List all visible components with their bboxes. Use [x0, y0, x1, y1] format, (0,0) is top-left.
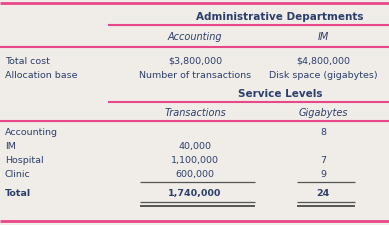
Text: IM: IM: [317, 32, 329, 42]
Text: $3,800,000: $3,800,000: [168, 56, 222, 65]
Text: Gigabytes: Gigabytes: [298, 108, 348, 117]
Text: 40,000: 40,000: [179, 142, 212, 151]
Text: Total: Total: [5, 189, 31, 198]
Text: 24: 24: [316, 189, 329, 198]
Text: 7: 7: [320, 156, 326, 165]
Text: Clinic: Clinic: [5, 170, 31, 179]
Text: IM: IM: [5, 142, 16, 151]
Text: Allocation base: Allocation base: [5, 71, 77, 80]
Text: 1,740,000: 1,740,000: [168, 189, 222, 198]
Text: Transactions: Transactions: [164, 108, 226, 117]
Text: 8: 8: [320, 128, 326, 137]
Text: Administrative Departments: Administrative Departments: [196, 12, 364, 22]
Text: Disk space (gigabytes): Disk space (gigabytes): [269, 71, 377, 80]
Text: 1,100,000: 1,100,000: [171, 156, 219, 165]
Text: 9: 9: [320, 170, 326, 179]
Text: Hospital: Hospital: [5, 156, 44, 165]
Text: Number of transactions: Number of transactions: [139, 71, 251, 80]
Text: Total cost: Total cost: [5, 56, 50, 65]
Text: Accounting: Accounting: [5, 128, 58, 137]
Text: 600,000: 600,000: [175, 170, 214, 179]
Text: Service Levels: Service Levels: [238, 89, 322, 99]
Text: $4,800,000: $4,800,000: [296, 56, 350, 65]
Text: Accounting: Accounting: [168, 32, 222, 42]
